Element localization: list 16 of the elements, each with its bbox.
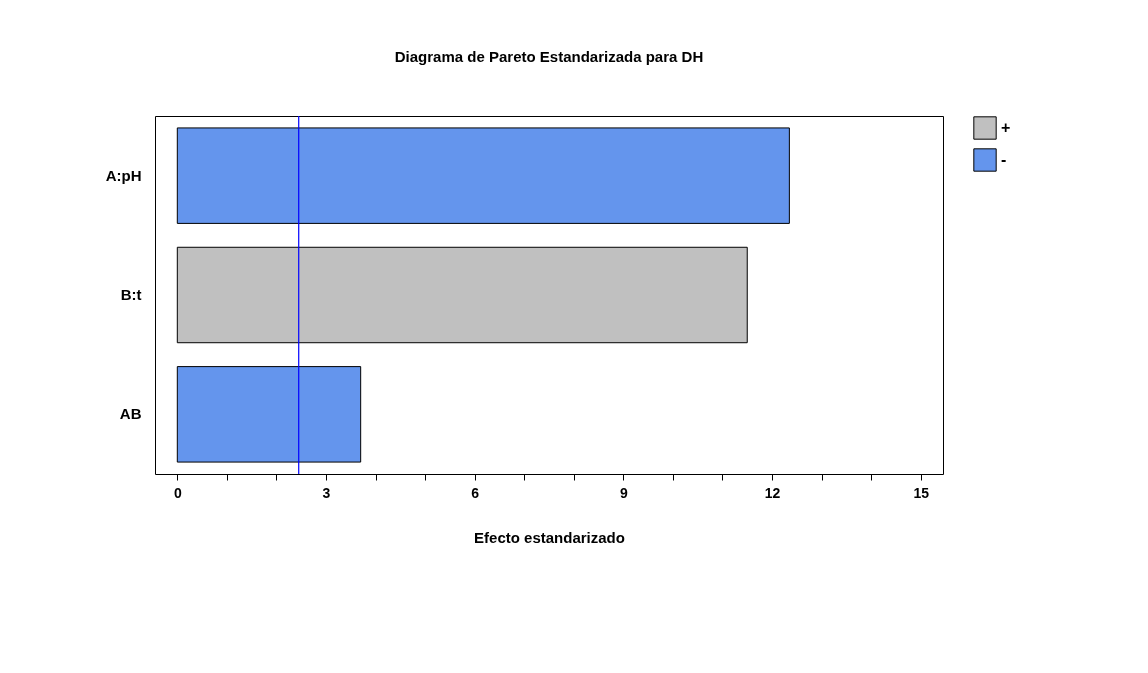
x-tick-label: 0: [173, 484, 182, 501]
x-axis-title: Efecto estandarizado: [474, 528, 625, 546]
bar: [176, 366, 362, 463]
x-tick-label: 12: [764, 484, 781, 501]
legend-label: +: [1001, 119, 1011, 136]
x-tick-label: 6: [471, 484, 480, 501]
x-tick-label: 9: [619, 484, 628, 501]
y-tick-label: AB: [119, 405, 142, 423]
x-tick-label: 15: [913, 484, 930, 501]
bar: [176, 246, 748, 344]
y-tick-label: B:t: [120, 286, 142, 303]
x-tick-label: 3: [322, 484, 331, 501]
chart-title: Diagrama de Pareto Estandarizada para DH: [394, 48, 704, 66]
y-tick-label: A:pH: [105, 166, 142, 184]
legend-label: -: [1001, 151, 1007, 168]
bar: [176, 127, 790, 224]
